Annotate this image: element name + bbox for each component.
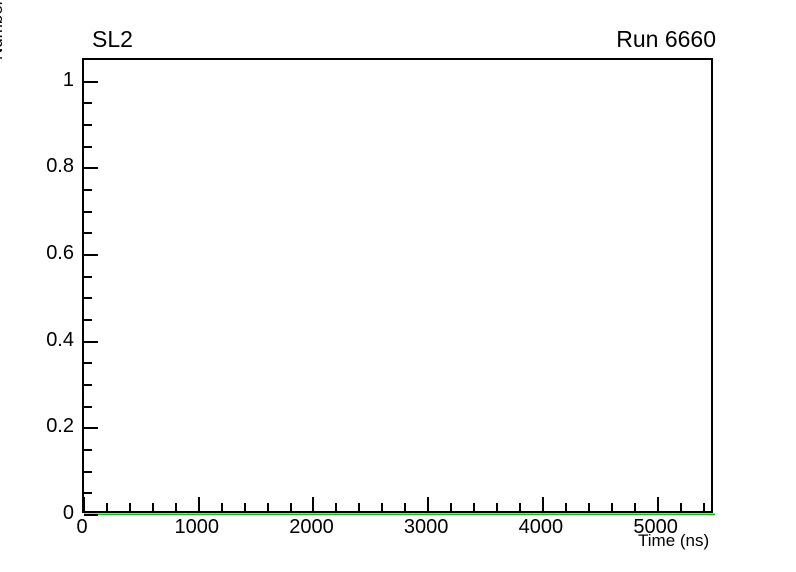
x-tick-label: 0	[76, 516, 88, 538]
x-tick	[105, 503, 108, 511]
x-tick-label: 5000	[633, 516, 678, 538]
y-tick-label: 0	[62, 502, 74, 524]
x-tick	[541, 497, 544, 511]
x-tick	[174, 503, 177, 511]
x-tick	[128, 503, 131, 511]
x-tick	[427, 497, 430, 511]
y-tick	[84, 362, 92, 365]
y-tick	[84, 297, 92, 300]
y-tick	[84, 384, 92, 386]
x-tick	[496, 503, 499, 511]
x-tick	[679, 503, 682, 511]
run-label: Run 6660	[616, 26, 716, 52]
y-tick-label: 0.6	[46, 242, 74, 264]
y-tick-label: 1	[62, 68, 74, 91]
x-tick	[702, 503, 705, 511]
y-tick	[84, 514, 98, 516]
y-tick	[84, 340, 98, 343]
y-tick	[84, 254, 98, 256]
y-tick	[84, 102, 92, 105]
x-tick	[450, 503, 453, 511]
y-tick	[84, 189, 92, 191]
x-tick	[358, 503, 361, 511]
x-tick	[197, 497, 200, 511]
x-tick	[633, 503, 636, 511]
y-tick-label: 0.8	[46, 155, 74, 178]
x-tick	[518, 503, 521, 511]
histogram-svg	[84, 513, 715, 515]
x-tick	[220, 503, 223, 511]
y-tick	[84, 449, 92, 451]
x-tick	[243, 503, 246, 511]
x-tick	[656, 497, 659, 511]
y-tick	[84, 427, 98, 430]
x-tick	[473, 503, 476, 511]
y-tick	[84, 210, 92, 213]
plot-frame	[82, 58, 715, 516]
y-tick	[84, 145, 92, 148]
x-tick-label: 1000	[174, 516, 219, 538]
x-tick-label: 4000	[518, 516, 564, 538]
x-tick-label: 3000	[403, 516, 449, 538]
y-tick	[84, 232, 92, 235]
y-tick	[84, 275, 92, 278]
page-title: SL2	[92, 26, 133, 52]
x-tick	[151, 503, 154, 511]
y-tick	[84, 319, 92, 321]
y-axis-title: Number of digis	[0, 0, 6, 60]
x-tick-label: 2000	[289, 516, 334, 538]
x-tick	[83, 497, 85, 511]
y-tick-label: 0.4	[46, 328, 74, 351]
y-tick	[84, 80, 98, 83]
x-axis-title: Time (ns)	[638, 531, 710, 550]
x-tick	[404, 503, 407, 511]
x-tick	[587, 503, 590, 511]
x-tick	[610, 503, 613, 511]
x-tick	[312, 497, 315, 511]
y-tick	[84, 167, 98, 170]
y-tick	[84, 124, 92, 126]
y-tick-label: 0.2	[46, 415, 74, 438]
y-tick	[84, 470, 92, 473]
x-tick	[564, 503, 567, 511]
histogram-series	[84, 60, 715, 515]
x-tick	[335, 503, 338, 511]
y-tick	[84, 492, 92, 495]
x-tick	[381, 503, 384, 511]
x-tick	[266, 503, 269, 511]
x-tick	[289, 503, 292, 511]
y-tick	[84, 405, 92, 408]
